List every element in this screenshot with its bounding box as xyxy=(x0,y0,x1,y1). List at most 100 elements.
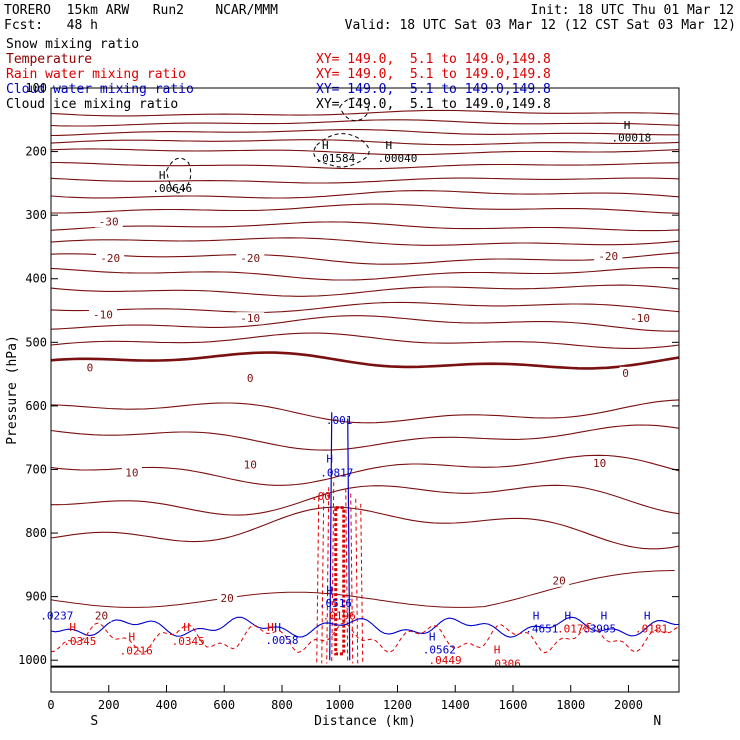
temp-label-3: -20 xyxy=(598,250,618,263)
y-tick-label-600: 600 xyxy=(25,399,47,413)
temp-label-2: -20 xyxy=(240,252,260,265)
isotherm-13 xyxy=(50,284,680,297)
max-label-7: .00646 xyxy=(152,182,192,195)
max-label-29: .0306 xyxy=(488,657,521,670)
temp-label-9: 0 xyxy=(622,367,629,380)
max-label-1: .00018 xyxy=(611,132,651,145)
rain-column-3 xyxy=(316,497,364,664)
max-label-30: H xyxy=(533,610,540,623)
isotherm-7 xyxy=(50,190,680,199)
x-tick-label-800: 800 xyxy=(271,698,293,712)
temp-label-bg-9 xyxy=(619,366,632,379)
x-tick-label-0: 0 xyxy=(47,698,54,712)
legend-rain-xy: XY= 149.0, 5.1 to 149.0,149.8 xyxy=(316,67,551,82)
isotherm-6 xyxy=(50,177,680,184)
max-label-4: H xyxy=(386,139,393,152)
x-tick-label-1000: 1000 xyxy=(325,698,354,712)
y-tick-label-800: 800 xyxy=(25,526,47,540)
isotherm-20 xyxy=(50,454,680,486)
max-label-25: H xyxy=(429,631,436,644)
temp-label-bg-6 xyxy=(626,312,655,325)
temp-label-bg-11 xyxy=(240,458,261,471)
max-label-33: .0178 xyxy=(557,622,590,635)
temp-label-bg-7 xyxy=(83,361,96,374)
rain-column-2 xyxy=(321,492,359,664)
x-tick-label-1600: 1600 xyxy=(499,698,528,712)
isotherm-22 xyxy=(50,506,680,550)
y-axis-title: Pressure (hPa) xyxy=(5,335,20,445)
x-axis-title: Distance (km) xyxy=(314,714,416,729)
isotherm-10 xyxy=(50,237,680,246)
temp-label-bg-8 xyxy=(244,371,257,384)
temp-label-11: 10 xyxy=(244,458,257,471)
max-label-2: H xyxy=(322,139,329,152)
isotherm-2 xyxy=(50,129,679,137)
temp-label-bg-4 xyxy=(88,308,117,321)
temp-label-1: -20 xyxy=(100,252,120,265)
x-tick-label-400: 400 xyxy=(156,698,178,712)
isotherm-3 xyxy=(50,139,680,146)
max-label-35: .3995 xyxy=(583,622,616,635)
plot-frame xyxy=(50,87,680,693)
isotherm-20-lower xyxy=(50,570,675,608)
max-label-22: H xyxy=(267,621,274,634)
cloud-water-column xyxy=(329,412,351,661)
forecast-hour: Fcst: 48 h xyxy=(4,18,98,33)
isotherm-9 xyxy=(50,221,680,232)
temp-label-5: -10 xyxy=(240,312,260,325)
temp-label-14: 20 xyxy=(221,592,234,605)
legend-temperature-xy: XY= 149.0, 5.1 to 149.0,149.8 xyxy=(316,52,551,67)
max-label-37: .0181 xyxy=(635,622,668,635)
x-tick-label-1200: 1200 xyxy=(383,698,412,712)
temp-label-bg-10 xyxy=(121,466,142,479)
temp-label-6: -10 xyxy=(630,312,650,325)
x-tick-label-1800: 1800 xyxy=(556,698,585,712)
y-tick-label-100: 100 xyxy=(25,81,47,95)
isotherm-4 xyxy=(50,148,680,156)
contour-layer xyxy=(50,109,680,608)
temp-label-bg-13 xyxy=(91,609,112,622)
max-label-36: H xyxy=(644,610,651,623)
max-label-11: .00 xyxy=(311,490,331,503)
x-end-label-right: N xyxy=(653,714,661,729)
isotherm-1 xyxy=(50,119,680,127)
max-label-10: .0817 xyxy=(320,467,353,480)
isotherm-18 xyxy=(50,399,680,424)
temp-label-13: 20 xyxy=(95,610,108,623)
max-label-6: H xyxy=(159,169,166,182)
isotherm-11 xyxy=(50,252,680,265)
isotherm-14 xyxy=(50,301,680,313)
legend-snow-label: Snow mixing ratio xyxy=(6,37,140,52)
cloud-water-low xyxy=(50,616,680,638)
max-label-21: .0345 xyxy=(172,635,205,648)
max-label-12: H xyxy=(326,584,333,597)
rain-core xyxy=(334,506,346,656)
temp-label-8: 0 xyxy=(247,372,254,385)
isotherm-19 xyxy=(50,424,680,451)
max-label-32: H xyxy=(565,610,572,623)
ice-contour-0 xyxy=(313,133,370,168)
y-tick-label-700: 700 xyxy=(25,462,47,476)
max-label-13: .0516 xyxy=(319,597,352,610)
y-tick-label-200: 200 xyxy=(25,145,47,159)
init-time: Init: 18 UTC Thu 01 Mar 12 xyxy=(530,3,735,18)
max-label-5: .00040 xyxy=(378,152,418,165)
isotherm-17 xyxy=(50,351,680,370)
y-tick-label-500: 500 xyxy=(25,335,47,349)
isotherm-8 xyxy=(51,203,680,214)
legend-cloud-ice-xy: XY= 149.0, 5.1 to 149.0,149.8 xyxy=(316,97,551,112)
isotherm-16 xyxy=(50,332,680,349)
temp-label-12: 10 xyxy=(593,457,606,470)
max-label-15: .0237 xyxy=(40,610,73,623)
max-label-20: H xyxy=(183,621,190,634)
rain-column-1 xyxy=(326,487,354,664)
max-label-24: .0058 xyxy=(265,634,298,647)
legend-rain-label: Rain water mixing ratio xyxy=(6,67,187,82)
temp-label-10: 10 xyxy=(125,467,138,480)
max-label-0: H xyxy=(624,119,631,132)
temp-label-15: 20 xyxy=(553,575,566,588)
temp-label-bg-2 xyxy=(236,251,265,264)
